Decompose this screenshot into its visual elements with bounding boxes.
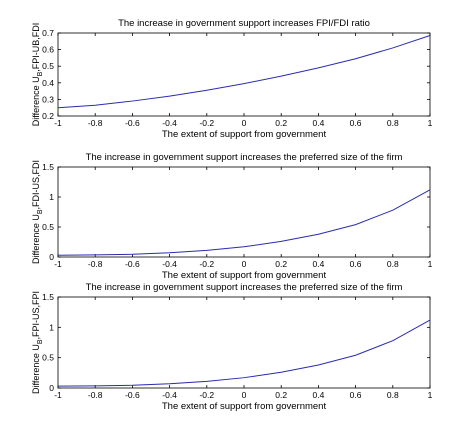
plot-frame — [57, 296, 431, 389]
x-tick-label: -0.6 — [125, 118, 140, 128]
x-tick-label: 0.2 — [275, 390, 287, 400]
y-tick-label: 0.5 — [42, 353, 54, 363]
y-tick-label: 0.4 — [42, 78, 54, 88]
y-axis-label: Difference UB,FDI-US,FDI — [31, 160, 44, 264]
x-tick-label: 0.4 — [312, 118, 324, 128]
x-tick-label: 1 — [428, 259, 433, 269]
x-axis-label: The extent of support from government — [162, 401, 327, 412]
x-tick-label: 0 — [242, 118, 247, 128]
x-tick-label: -0.4 — [162, 390, 177, 400]
x-axis-label: The extent of support from government — [162, 129, 327, 140]
plot-frame — [57, 166, 431, 258]
x-tick-label: 0.4 — [312, 259, 324, 269]
y-axis-label: Difference UB,FPI-UB,FDI — [31, 23, 44, 127]
x-tick-label: 1 — [428, 118, 433, 128]
chart-title: The increase in government support incre… — [118, 18, 370, 29]
x-tick-label: 0.6 — [350, 118, 362, 128]
x-tick-label: -0.2 — [199, 390, 214, 400]
y-tick-label: 1 — [49, 192, 54, 202]
x-tick-label: 1 — [428, 390, 433, 400]
y-tick-label: 0 — [49, 383, 54, 393]
x-axis-label: The extent of support from government — [162, 270, 327, 281]
x-tick-label: 0 — [242, 390, 247, 400]
y-tick-label: 0.6 — [42, 45, 54, 55]
x-tick-label: -0.6 — [125, 390, 140, 400]
series-line — [57, 189, 431, 256]
y-tick-label: 0.5 — [42, 61, 54, 71]
y-tick-label: 0.2 — [42, 111, 54, 121]
chart-title: The increase in government support incre… — [86, 152, 403, 163]
y-tick-label: 0 — [49, 252, 54, 262]
series-line — [57, 319, 431, 387]
x-tick-label: -1 — [54, 259, 62, 269]
chart-title: The increase in government support incre… — [86, 282, 403, 293]
y-tick-label: 1.5 — [42, 162, 54, 172]
y-tick-label: 0.7 — [42, 28, 54, 38]
x-tick-label: 0 — [242, 259, 247, 269]
x-tick-label: -0.6 — [125, 259, 140, 269]
x-tick-label: -0.4 — [162, 259, 177, 269]
x-tick-label: -0.8 — [88, 390, 103, 400]
x-tick-label: 0.2 — [275, 259, 287, 269]
x-tick-label: -0.8 — [88, 259, 103, 269]
x-tick-label: 0.8 — [387, 390, 399, 400]
x-tick-label: 0.6 — [350, 390, 362, 400]
x-tick-label: -0.2 — [199, 259, 214, 269]
x-tick-label: -1 — [54, 118, 62, 128]
y-tick-label: 1.5 — [42, 292, 54, 302]
x-tick-label: -0.2 — [199, 118, 214, 128]
y-tick-label: 0.3 — [42, 94, 54, 104]
x-tick-label: 0.2 — [275, 118, 287, 128]
y-tick-label: 1 — [49, 322, 54, 332]
series-line — [57, 35, 431, 109]
y-axis-label: Difference UB,FPI-US,FPI — [31, 291, 44, 394]
chart-panel-3: -1 -0.8 -0.6 -0.4 -0.2 0 0.2 0.4 0.6 0.8 1 0 0.5 1 1.5… — [31, 282, 433, 412]
y-tick-label: 0.5 — [42, 222, 54, 232]
x-tick-label: -0.4 — [162, 118, 177, 128]
x-tick-label: 0.6 — [350, 259, 362, 269]
x-tick-label: -0.8 — [88, 118, 103, 128]
chart-panel-1: -1 -0.8 -0.6 -0.4 -0.2 0 0.2 0.4 0.6 0.8 1 0.2 0.3 0.… — [31, 18, 433, 140]
chart-panel-2: -1 -0.8 -0.6 -0.4 -0.2 0 0.2 0.4 0.6 0.8 1 0 0.5 1 1.5… — [31, 152, 433, 281]
x-tick-label: 0.8 — [387, 259, 399, 269]
x-tick-label: 0.4 — [312, 390, 324, 400]
x-tick-label: -1 — [54, 390, 62, 400]
x-tick-label: 0.8 — [387, 118, 399, 128]
